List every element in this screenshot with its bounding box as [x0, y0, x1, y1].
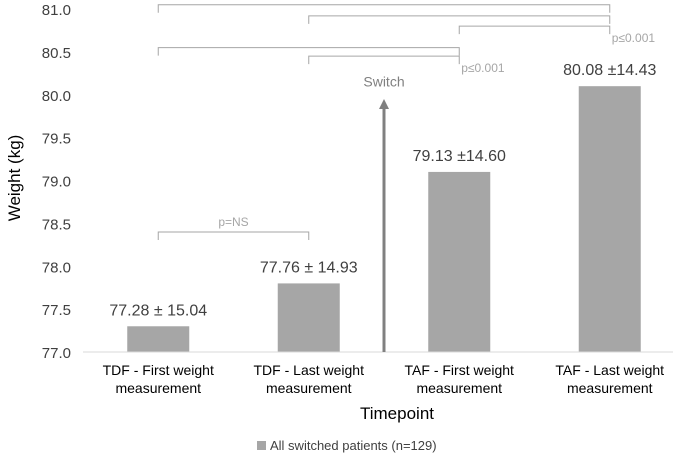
significance-bracket — [157, 47, 460, 56]
x-axis-label: Timepoint — [360, 404, 434, 423]
x-tick-label: TAF - First weight — [405, 362, 515, 378]
data-label: 79.13 ±14.60 — [413, 148, 506, 165]
legend: All switched patients (n=129) — [257, 438, 437, 453]
y-tick-label: 79.0 — [42, 174, 71, 191]
bar — [428, 171, 491, 352]
p-value-label: p≤0.001 — [612, 31, 656, 45]
y-tick-label: 78.0 — [42, 259, 71, 276]
x-axis-ticks: TDF - First weight measurement TDF - Last … — [103, 362, 665, 396]
x-tick-label: measurement — [266, 380, 352, 396]
significance-bracket — [308, 55, 460, 65]
switch-label: Switch — [363, 73, 404, 89]
y-tick-label: 77.5 — [42, 302, 71, 319]
legend-swatch — [257, 441, 266, 450]
x-tick-label: measurement — [115, 380, 201, 396]
bar — [277, 283, 340, 352]
p-value-label: p=NS — [218, 215, 248, 229]
significance-bracket — [157, 4, 611, 13]
y-tick-label: 80.5 — [42, 45, 71, 62]
bar — [578, 86, 641, 353]
y-tick-label: 77.0 — [42, 345, 71, 362]
legend-label: All switched patients (n=129) — [270, 438, 437, 453]
x-tick-label: measurement — [567, 380, 653, 396]
switch-annotation: Switch — [363, 73, 405, 352]
bars: 77.28 ± 15.04 77.76 ± 14.93 79.13 ±14.60 80… — [109, 62, 657, 353]
data-label: 77.28 ± 15.04 — [109, 302, 207, 319]
significance-bracket — [157, 231, 310, 240]
x-tick-label: TDF - Last weight — [254, 362, 365, 378]
significance-bracket — [308, 15, 611, 24]
x-tick-label: TDF - First weight — [103, 362, 214, 378]
x-tick-label: TAF - Last weight — [555, 362, 664, 378]
y-tick-label: 81.0 — [42, 2, 71, 19]
y-tick-label: 79.5 — [42, 131, 71, 148]
y-axis-label: Weight (kg) — [5, 135, 24, 222]
y-axis-ticks: 77.0 77.5 78.0 78.5 79.0 79.5 80.0 80.5 81.0 — [42, 2, 71, 362]
data-label: 80.08 ±14.43 — [563, 62, 656, 79]
data-label: 77.76 ± 14.93 — [260, 259, 358, 276]
x-tick-label: measurement — [416, 380, 502, 396]
bar — [127, 326, 190, 352]
switch-arrow-head — [379, 99, 389, 110]
y-tick-label: 78.5 — [42, 216, 71, 233]
significance-bracket — [458, 25, 611, 35]
significance-brackets: p=NS p≤0.001 p≤0.001 — [157, 4, 656, 240]
p-value-label: p≤0.001 — [461, 61, 505, 75]
y-tick-label: 80.0 — [42, 88, 71, 105]
